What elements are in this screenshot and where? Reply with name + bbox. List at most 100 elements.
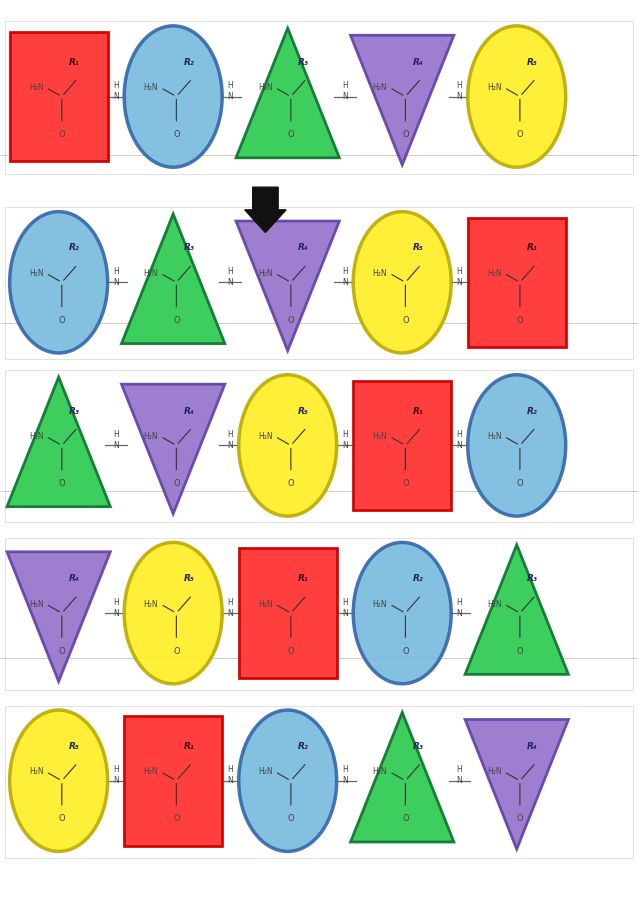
Text: R₄: R₄ xyxy=(413,57,424,66)
Text: H: H xyxy=(113,765,119,774)
Text: H: H xyxy=(457,765,463,774)
Text: O: O xyxy=(59,479,65,488)
Text: R₂: R₂ xyxy=(527,406,538,415)
Text: R₁: R₁ xyxy=(69,57,80,66)
Text: H: H xyxy=(342,267,348,276)
Text: N: N xyxy=(342,441,348,450)
FancyBboxPatch shape xyxy=(468,217,566,347)
Text: R₃: R₃ xyxy=(183,244,194,253)
Text: O: O xyxy=(173,316,180,325)
Text: O: O xyxy=(59,814,65,824)
Text: O: O xyxy=(288,646,294,655)
Text: H: H xyxy=(342,598,348,606)
Text: H: H xyxy=(113,430,119,439)
Text: H: H xyxy=(227,267,233,276)
Text: H₂N: H₂N xyxy=(373,269,387,278)
Text: R₄: R₄ xyxy=(298,244,309,253)
Text: H₂N: H₂N xyxy=(144,269,158,278)
Text: O: O xyxy=(402,316,409,325)
FancyBboxPatch shape xyxy=(10,32,107,161)
Text: N: N xyxy=(113,441,119,450)
Text: H₂N: H₂N xyxy=(258,432,273,441)
Text: R₅: R₅ xyxy=(413,244,424,253)
Ellipse shape xyxy=(239,375,337,516)
Text: N: N xyxy=(113,609,119,617)
Text: H: H xyxy=(227,81,233,90)
Text: O: O xyxy=(402,479,409,488)
Polygon shape xyxy=(351,713,454,842)
FancyBboxPatch shape xyxy=(353,381,451,510)
Text: R₃: R₃ xyxy=(69,406,80,415)
Text: R₂: R₂ xyxy=(69,244,80,253)
Text: N: N xyxy=(113,776,119,785)
Polygon shape xyxy=(121,385,225,514)
Text: H₂N: H₂N xyxy=(144,767,158,776)
Text: H: H xyxy=(227,598,233,606)
Ellipse shape xyxy=(10,212,107,353)
Text: H₂N: H₂N xyxy=(487,767,502,776)
Text: O: O xyxy=(516,316,523,325)
Text: O: O xyxy=(288,814,294,824)
Text: H: H xyxy=(342,81,348,90)
Text: H₂N: H₂N xyxy=(487,432,502,441)
Text: H: H xyxy=(113,267,119,276)
Text: H: H xyxy=(342,430,348,439)
Ellipse shape xyxy=(239,710,337,852)
Text: R₂: R₂ xyxy=(413,574,424,584)
Text: O: O xyxy=(402,814,409,824)
Ellipse shape xyxy=(353,212,451,353)
Text: R₁: R₁ xyxy=(183,742,194,751)
Text: O: O xyxy=(288,479,294,488)
Text: R₂: R₂ xyxy=(298,742,309,751)
Text: O: O xyxy=(402,130,409,139)
Text: H₂N: H₂N xyxy=(487,83,502,92)
Text: R₄: R₄ xyxy=(527,742,538,751)
Text: N: N xyxy=(227,776,233,785)
Text: H₂N: H₂N xyxy=(373,600,387,608)
Text: O: O xyxy=(173,479,180,488)
Text: O: O xyxy=(173,646,180,655)
Ellipse shape xyxy=(353,543,451,684)
Text: N: N xyxy=(457,278,463,287)
Text: N: N xyxy=(227,278,233,287)
Text: R₁: R₁ xyxy=(298,574,309,584)
Text: H₂N: H₂N xyxy=(373,83,387,92)
Text: N: N xyxy=(227,92,233,101)
Polygon shape xyxy=(236,221,339,351)
Text: H: H xyxy=(113,81,119,90)
Text: H: H xyxy=(227,765,233,774)
Text: H₂N: H₂N xyxy=(29,767,43,776)
Text: H₂N: H₂N xyxy=(258,767,273,776)
Polygon shape xyxy=(7,552,111,682)
Text: O: O xyxy=(402,646,409,655)
Ellipse shape xyxy=(124,25,222,167)
Text: H₂N: H₂N xyxy=(258,269,273,278)
Text: R₃: R₃ xyxy=(298,57,309,66)
Polygon shape xyxy=(351,35,454,165)
Text: H₂N: H₂N xyxy=(373,432,387,441)
Ellipse shape xyxy=(468,25,566,167)
Polygon shape xyxy=(465,720,568,849)
Text: N: N xyxy=(227,441,233,450)
Text: N: N xyxy=(113,278,119,287)
Text: R₃: R₃ xyxy=(527,574,538,584)
Text: H: H xyxy=(457,598,463,606)
Text: O: O xyxy=(516,479,523,488)
Text: R₅: R₅ xyxy=(69,742,80,751)
Text: H₂N: H₂N xyxy=(29,83,43,92)
Text: R₄: R₄ xyxy=(69,574,80,584)
Text: H₂N: H₂N xyxy=(144,600,158,608)
Text: H₂N: H₂N xyxy=(258,600,273,608)
Text: N: N xyxy=(342,776,348,785)
Text: N: N xyxy=(227,609,233,617)
Text: O: O xyxy=(516,646,523,655)
Text: O: O xyxy=(516,130,523,139)
Text: O: O xyxy=(59,130,65,139)
Text: R₅: R₅ xyxy=(298,406,309,415)
Text: H: H xyxy=(342,765,348,774)
Text: N: N xyxy=(342,609,348,617)
Text: H₂N: H₂N xyxy=(487,600,502,608)
FancyBboxPatch shape xyxy=(239,548,337,678)
Text: R₁: R₁ xyxy=(413,406,424,415)
Text: N: N xyxy=(457,441,463,450)
